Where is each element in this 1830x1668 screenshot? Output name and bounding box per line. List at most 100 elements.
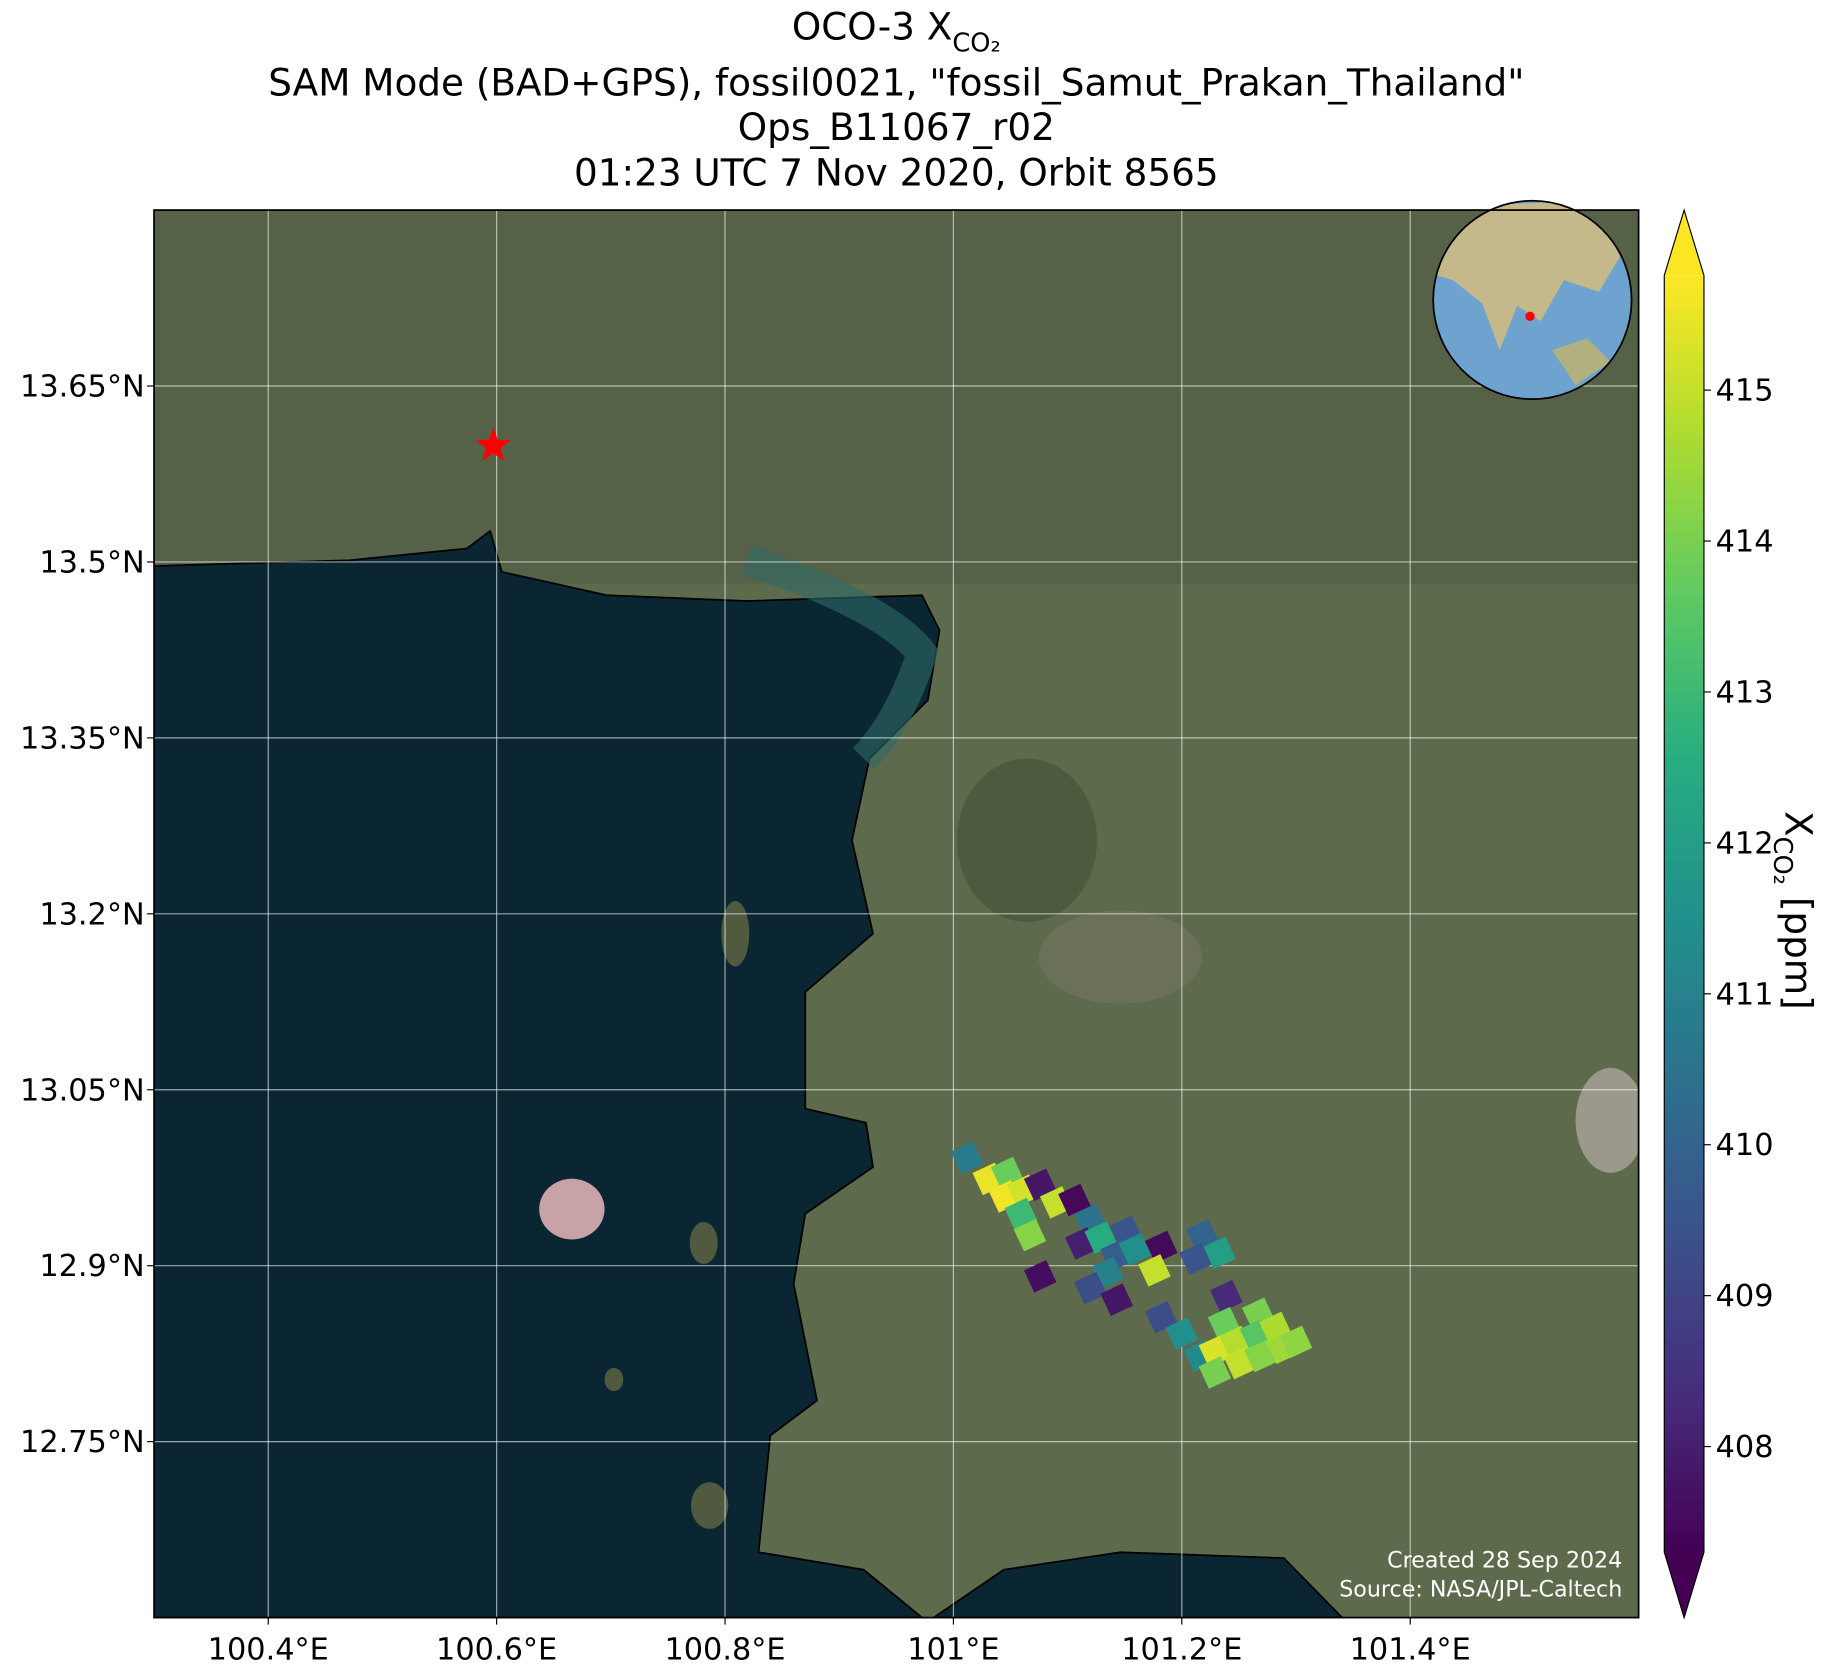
- colorbar-segment: [1664, 669, 1704, 681]
- x-tick-label: 100.4°E: [208, 1633, 329, 1668]
- colorbar-segment: [1664, 849, 1704, 862]
- colorbar-segment: [1664, 1084, 1704, 1096]
- colorbar-segment: [1664, 1360, 1704, 1373]
- colorbar-segment: [1664, 498, 1704, 511]
- town: [1038, 910, 1203, 1004]
- sounding: [1179, 1242, 1212, 1275]
- sounding: [1023, 1259, 1057, 1293]
- colorbar-segment: [1664, 1264, 1704, 1277]
- sounding: [1058, 1183, 1091, 1217]
- colorbar-segment: [1664, 1094, 1704, 1107]
- y-tick-label: 13.2°N: [39, 897, 144, 932]
- colorbar-segment: [1664, 1211, 1704, 1224]
- colorbar-segment: [1664, 1392, 1704, 1404]
- colorbar-segment: [1664, 711, 1704, 724]
- colorbar-segment: [1664, 828, 1704, 841]
- colorbar-segment: [1664, 860, 1704, 872]
- sounding: [1013, 1218, 1047, 1252]
- colorbar-segment: [1664, 317, 1704, 330]
- colorbar-extend-max: [1664, 210, 1704, 276]
- colorbar-segment: [1664, 307, 1704, 319]
- subtitle: Ops_B11067_r02: [738, 105, 1055, 149]
- colorbar-segment: [1664, 1041, 1704, 1053]
- colorbar-segment: [1664, 1403, 1704, 1415]
- colorbar-segment: [1664, 1296, 1704, 1309]
- colorbar-label-subscript: CO₂: [1767, 837, 1797, 885]
- colorbar-segment: [1664, 605, 1704, 617]
- x-tick-label: 100.8°E: [664, 1633, 785, 1668]
- sounding: [1138, 1254, 1171, 1287]
- y-tick-label: 12.9°N: [39, 1249, 144, 1284]
- colorbar-segment: [1664, 871, 1704, 883]
- colorbar-segment: [1664, 1243, 1704, 1256]
- sounding: [1210, 1279, 1243, 1313]
- island: [690, 1482, 729, 1529]
- colorbar-segment: [1664, 690, 1704, 702]
- colorbar-extend-min: [1664, 1552, 1704, 1618]
- sounding: [1186, 1218, 1219, 1252]
- colorbar-segment: [1664, 456, 1704, 468]
- y-tick-label: 13.65°N: [20, 370, 145, 405]
- colorbar-segment: [1664, 998, 1704, 1011]
- island: [721, 900, 750, 967]
- colorbar-segment: [1664, 924, 1704, 936]
- chart-title: OCO-3 XCO₂: [792, 5, 1001, 59]
- colorbar-segment: [1664, 349, 1704, 362]
- colorbar-segment: [1664, 1413, 1704, 1426]
- colorbar-segment: [1664, 1328, 1704, 1341]
- colorbar-segment: [1664, 435, 1704, 447]
- colorbar-segment: [1664, 530, 1704, 543]
- colorbar-segment: [1664, 1424, 1704, 1436]
- colorbar-segment: [1664, 945, 1704, 958]
- colorbar-segment: [1664, 275, 1704, 287]
- colorbar-segment: [1664, 956, 1704, 968]
- colorbar-segment: [1664, 403, 1704, 415]
- colorbar-segment: [1664, 1030, 1704, 1043]
- sounding: [1165, 1317, 1199, 1351]
- colorbar-segment: [1664, 807, 1704, 819]
- colorbar-segment: [1664, 775, 1704, 787]
- sea: [154, 529, 941, 1618]
- colorbar-segment: [1664, 477, 1704, 489]
- globe-target: [1525, 311, 1535, 321]
- colorbar-tick-label: 412: [1716, 826, 1774, 861]
- colorbar-segment: [1664, 1062, 1704, 1075]
- colorbar-segment: [1664, 1201, 1704, 1213]
- colorbar-segment: [1664, 1147, 1704, 1160]
- colorbar-tick-label: 413: [1716, 675, 1774, 710]
- sounding: [950, 1141, 984, 1175]
- colorbar-segment: [1664, 796, 1704, 809]
- colorbar-segment: [1664, 1275, 1704, 1287]
- colorbar-segment: [1664, 764, 1704, 777]
- sea-south: [932, 1551, 1344, 1618]
- globe-inset: [1432, 199, 1633, 401]
- island: [539, 1178, 605, 1240]
- colorbar-segment: [1664, 1169, 1704, 1181]
- colorbar-segment: [1664, 626, 1704, 638]
- colorbar-segment: [1664, 903, 1704, 915]
- colorbar-segment: [1664, 754, 1704, 766]
- y-tick-label: 13.05°N: [20, 1073, 145, 1108]
- colorbar-segment: [1664, 1137, 1704, 1149]
- colorbar-segment: [1664, 413, 1704, 426]
- colorbar-segment: [1664, 1254, 1704, 1266]
- colorbar-segment: [1664, 381, 1704, 394]
- sounding: [1144, 1230, 1178, 1264]
- globe-outline: [1432, 199, 1633, 401]
- y-tick-label: 12.75°N: [20, 1425, 145, 1460]
- colorbar-segment: [1664, 296, 1704, 309]
- colorbar-segment: [1664, 1073, 1704, 1085]
- sounding: [1144, 1301, 1178, 1334]
- colorbar-segment: [1664, 1499, 1704, 1511]
- colorbar-tick-label: 408: [1716, 1430, 1774, 1465]
- colorbar-segment: [1664, 935, 1704, 947]
- colorbar-segment: [1664, 562, 1704, 575]
- x-tick-label: 101°E: [907, 1633, 999, 1668]
- grid: [154, 210, 1639, 1618]
- colorbar-segment: [1664, 520, 1704, 532]
- colorbar-segment: [1664, 1339, 1704, 1351]
- colorbar-segment: [1664, 701, 1704, 713]
- colorbar-segment: [1664, 658, 1704, 670]
- colorbar-segment: [1664, 1179, 1704, 1192]
- x-tick-label: 100.6°E: [436, 1633, 557, 1668]
